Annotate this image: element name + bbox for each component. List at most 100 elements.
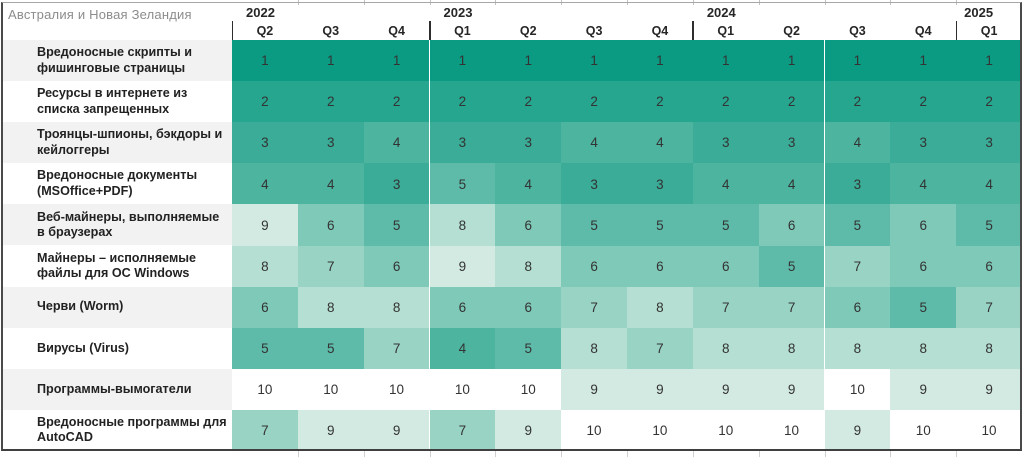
heatmap-cell: 1 xyxy=(692,40,759,82)
grid-tick xyxy=(297,0,299,5)
heatmap-cell: 5 xyxy=(297,327,364,370)
quarter-label: Q4 xyxy=(651,24,669,38)
heatmap-cell: 2 xyxy=(297,81,364,123)
heatmap-cell: 3 xyxy=(956,122,1022,164)
quarter-label: Q3 xyxy=(585,24,603,38)
heatmap-cell: 7 xyxy=(561,286,627,329)
heatmap-cell: 6 xyxy=(956,245,1022,288)
heatmap-cell: 4 xyxy=(692,163,759,205)
grid-tick xyxy=(692,451,694,457)
heatmap-cell: 6 xyxy=(495,286,562,329)
heatmap-cell: 3 xyxy=(429,122,496,164)
heatmap-cell: 7 xyxy=(824,245,891,288)
heatmap-cell: 8 xyxy=(561,327,627,370)
heatmap-cell: 5 xyxy=(956,204,1022,246)
heatmap-cell: 2 xyxy=(890,81,957,123)
heatmap-cell: 8 xyxy=(297,286,364,329)
heatmap-cell: 1 xyxy=(890,40,957,82)
heatmap-cell: 9 xyxy=(495,409,562,452)
heatmap-cell: 6 xyxy=(627,245,693,288)
row-label: Вирусы (Virus) xyxy=(2,327,232,369)
grid-tick xyxy=(429,451,431,457)
heatmap-cell: 7 xyxy=(429,409,496,452)
heatmap-cell: 2 xyxy=(824,81,891,123)
heatmap-cell: 7 xyxy=(297,245,364,288)
grid-tick xyxy=(627,451,628,457)
heatmap-cell: 3 xyxy=(627,163,693,205)
heatmap-cell: 7 xyxy=(232,409,298,452)
row-label: Вредоносные программы для AutoCAD xyxy=(2,409,232,451)
grid-tick xyxy=(692,0,694,5)
heatmap-cell: 1 xyxy=(561,40,627,82)
grid-tick xyxy=(824,451,826,457)
heatmap-cell: 1 xyxy=(363,40,430,82)
heatmap-cell: 10 xyxy=(429,368,496,411)
heatmap-cell: 10 xyxy=(692,409,759,452)
heatmap-cell: 9 xyxy=(692,368,759,411)
heatmap-cell: 7 xyxy=(956,286,1022,329)
heatmap-cell: 9 xyxy=(627,368,693,411)
heatmap-cell: 9 xyxy=(363,409,430,452)
heatmap-cell: 8 xyxy=(824,327,891,370)
row-label: Черви (Worm) xyxy=(2,286,232,328)
heatmap-cell: 2 xyxy=(627,81,693,123)
heatmap-cell: 3 xyxy=(232,122,298,164)
heatmap-cell: 6 xyxy=(363,245,430,288)
heatmap-cell: 2 xyxy=(956,81,1022,123)
heatmap-cell: 8 xyxy=(692,327,759,370)
grid-tick xyxy=(363,0,365,5)
heatmap-cell: 4 xyxy=(627,122,693,164)
heatmap-cell: 8 xyxy=(758,327,825,370)
heatmap-cell: 7 xyxy=(758,286,825,329)
year-separator xyxy=(231,21,233,40)
row-label: Веб-майнеры, выполняемые в браузерах xyxy=(2,204,232,246)
quarter-label: Q3 xyxy=(322,24,340,38)
heatmap-cell: 5 xyxy=(824,204,891,246)
quarter-label: Q2 xyxy=(519,24,537,38)
heatmap-cell: 5 xyxy=(758,245,825,288)
heatmap-cell: 3 xyxy=(495,122,562,164)
heatmap-cell: 5 xyxy=(495,327,562,370)
heatmap-cell: 9 xyxy=(232,204,298,246)
heatmap-cell: 10 xyxy=(232,368,298,411)
grid-tick xyxy=(758,0,760,5)
grid-tick xyxy=(758,451,760,457)
quarter-label: Q3 xyxy=(849,24,866,38)
year-label: 2025 xyxy=(964,5,994,20)
heatmap-cell: 3 xyxy=(561,163,627,205)
heatmap-cell: 6 xyxy=(297,204,364,246)
heatmap-cell: 3 xyxy=(297,122,364,164)
heatmap-cell: 8 xyxy=(495,245,562,288)
heatmap-cell: 7 xyxy=(692,286,759,329)
heatmap-cell: 4 xyxy=(429,327,496,370)
heatmap-cell: 10 xyxy=(363,368,430,411)
heatmap-cell: 3 xyxy=(758,122,825,164)
quarter-label: Q1 xyxy=(980,24,998,38)
grid-tick xyxy=(495,451,497,457)
year-separator xyxy=(955,21,958,40)
heatmap-cell: 4 xyxy=(495,163,562,205)
heatmap-cell: 6 xyxy=(561,245,627,288)
heatmap-cell: 8 xyxy=(627,286,693,329)
grid-tick xyxy=(429,0,431,5)
heatmap-cell: 6 xyxy=(495,204,562,246)
heatmap-cell: 5 xyxy=(561,204,627,246)
heatmap-cell: 3 xyxy=(824,163,891,205)
grid-tick xyxy=(495,0,497,5)
heatmap-cell: 2 xyxy=(758,81,825,123)
heatmap-cell: 1 xyxy=(627,40,693,82)
heatmap-cell: 7 xyxy=(627,327,693,370)
heatmap-cell: 4 xyxy=(232,163,298,205)
heatmap-cell: 8 xyxy=(363,286,430,329)
year-separator xyxy=(692,21,694,40)
heatmap-cell: 4 xyxy=(561,122,627,164)
heatmap-cell: 3 xyxy=(692,122,759,164)
heatmap-cell: 10 xyxy=(297,368,364,411)
grid-tick xyxy=(956,451,958,457)
heatmap-cell: 1 xyxy=(758,40,825,82)
quarter-label: Q4 xyxy=(388,24,405,38)
heatmap-cell: 6 xyxy=(429,286,496,329)
heatmap-cell: 9 xyxy=(890,368,957,411)
heatmap-cell: 1 xyxy=(429,40,496,82)
heatmap-cell: 6 xyxy=(692,245,759,288)
